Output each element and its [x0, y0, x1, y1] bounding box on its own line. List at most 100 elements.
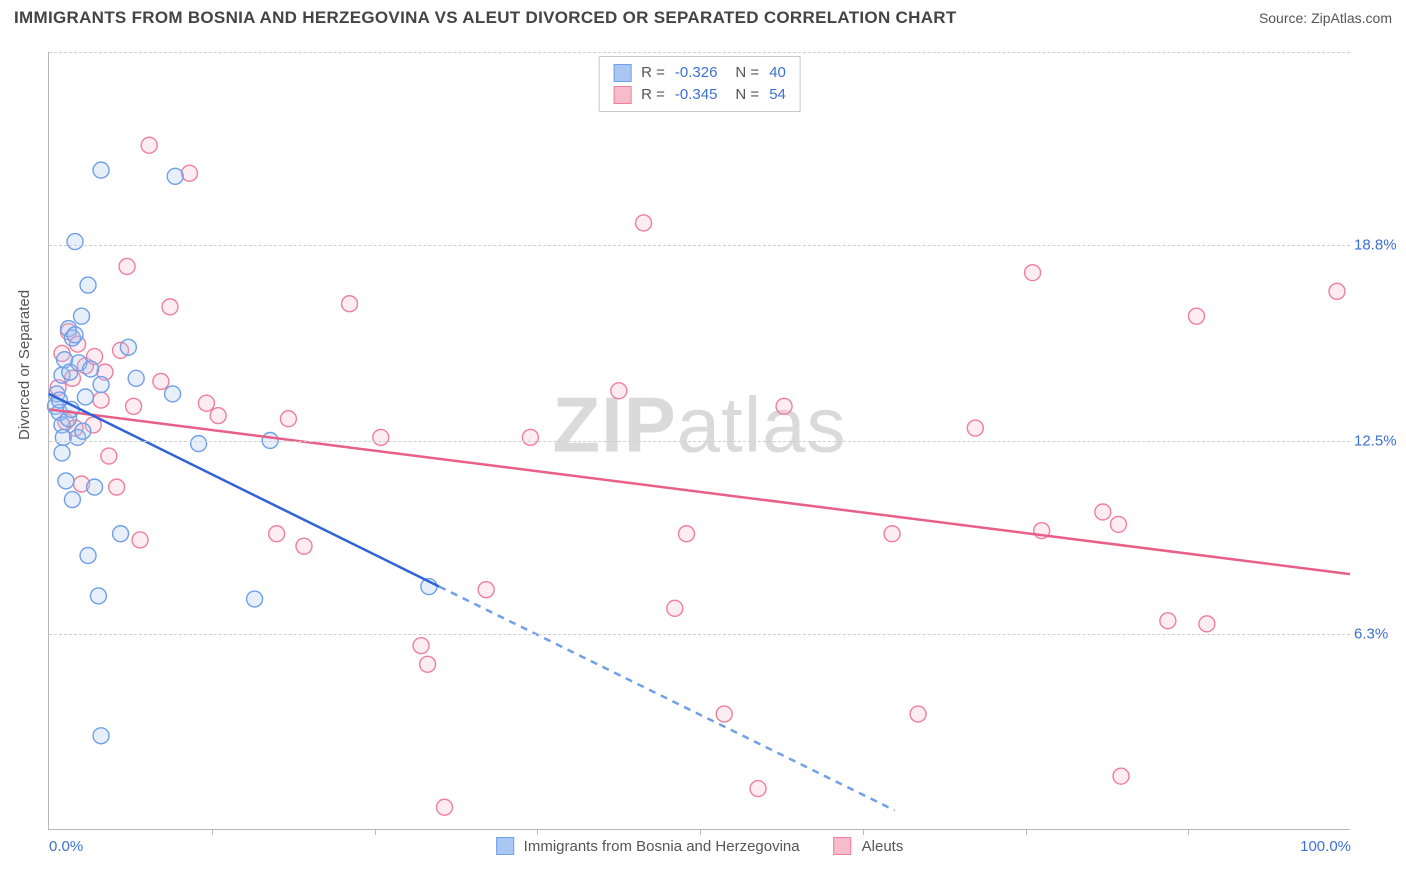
swatch-bosnia — [496, 837, 514, 855]
data-point-aleuts — [132, 532, 148, 548]
data-point-aleuts — [750, 781, 766, 797]
data-point-bosnia — [58, 473, 74, 489]
grid-line — [49, 441, 1350, 442]
stats-legend: R = -0.326 N = 40 R = -0.345 N = 54 — [598, 56, 801, 112]
data-point-aleuts — [478, 582, 494, 598]
data-point-aleuts — [153, 373, 169, 389]
swatch-bosnia — [613, 64, 631, 82]
data-point-aleuts — [967, 420, 983, 436]
stat-n-value-aleuts: 54 — [769, 84, 786, 106]
data-point-bosnia — [83, 361, 99, 377]
trend-line — [49, 394, 439, 587]
data-point-bosnia — [93, 728, 109, 744]
data-point-bosnia — [67, 234, 83, 250]
x-tick — [212, 829, 213, 835]
data-point-bosnia — [87, 479, 103, 495]
swatch-aleuts — [834, 837, 852, 855]
data-point-aleuts — [373, 429, 389, 445]
y-axis-title: Divorced or Separated — [16, 290, 33, 440]
data-point-bosnia — [80, 548, 96, 564]
grid-line — [49, 245, 1350, 246]
data-point-aleuts — [611, 383, 627, 399]
data-point-bosnia — [80, 277, 96, 293]
source-text: Source: ZipAtlas.com — [1259, 10, 1392, 26]
header-bar: IMMIGRANTS FROM BOSNIA AND HERZEGOVINA V… — [0, 0, 1406, 34]
data-point-bosnia — [74, 308, 90, 324]
data-point-bosnia — [165, 386, 181, 402]
data-point-aleuts — [1199, 616, 1215, 632]
stat-r-value-bosnia: -0.326 — [675, 62, 718, 84]
data-point-aleuts — [1113, 768, 1129, 784]
data-point-aleuts — [1329, 283, 1345, 299]
data-point-bosnia — [167, 168, 183, 184]
data-point-aleuts — [716, 706, 732, 722]
data-point-aleuts — [93, 392, 109, 408]
data-point-bosnia — [75, 423, 91, 439]
data-point-bosnia — [113, 526, 129, 542]
data-point-bosnia — [120, 339, 136, 355]
chart-title: IMMIGRANTS FROM BOSNIA AND HERZEGOVINA V… — [14, 8, 957, 28]
data-point-aleuts — [522, 429, 538, 445]
data-point-aleuts — [1110, 516, 1126, 532]
y-tick-label: 6.3% — [1354, 625, 1402, 642]
data-point-aleuts — [198, 395, 214, 411]
stats-row-bosnia: R = -0.326 N = 40 — [613, 62, 786, 84]
data-point-aleuts — [126, 398, 142, 414]
grid-line — [49, 52, 1350, 53]
plot-area: ZIPatlas R = -0.326 N = 40 R = -0.345 N … — [48, 52, 1350, 830]
data-point-aleuts — [776, 398, 792, 414]
data-point-bosnia — [77, 389, 93, 405]
data-point-bosnia — [191, 436, 207, 452]
data-point-aleuts — [296, 538, 312, 554]
stat-r-label: R = — [641, 84, 665, 106]
stat-n-label: N = — [735, 84, 759, 106]
data-point-aleuts — [269, 526, 285, 542]
y-tick-label: 18.8% — [1354, 236, 1402, 253]
data-point-bosnia — [55, 429, 71, 445]
x-tick-label: 100.0% — [1300, 838, 1351, 855]
data-point-bosnia — [93, 162, 109, 178]
stat-n-value-bosnia: 40 — [769, 62, 786, 84]
stat-r-label: R = — [641, 62, 665, 84]
data-point-aleuts — [884, 526, 900, 542]
stat-r-value-aleuts: -0.345 — [675, 84, 718, 106]
data-point-aleuts — [162, 299, 178, 315]
stats-row-aleuts: R = -0.345 N = 54 — [613, 84, 786, 106]
legend-label-bosnia: Immigrants from Bosnia and Herzegovina — [524, 838, 800, 855]
data-point-bosnia — [128, 370, 144, 386]
data-point-aleuts — [437, 799, 453, 815]
x-tick — [700, 829, 701, 835]
x-tick — [863, 829, 864, 835]
bottom-legend: Immigrants from Bosnia and Herzegovina A… — [490, 837, 910, 855]
data-point-bosnia — [64, 492, 80, 508]
data-point-aleuts — [1025, 265, 1041, 281]
data-point-aleuts — [636, 215, 652, 231]
data-point-aleuts — [280, 411, 296, 427]
data-point-aleuts — [420, 656, 436, 672]
data-point-aleuts — [667, 600, 683, 616]
data-point-aleuts — [210, 408, 226, 424]
data-point-aleuts — [109, 479, 125, 495]
stat-n-label: N = — [735, 62, 759, 84]
grid-line — [49, 634, 1350, 635]
legend-label-aleuts: Aleuts — [862, 838, 904, 855]
data-point-aleuts — [1160, 613, 1176, 629]
x-tick — [1026, 829, 1027, 835]
trend-line — [49, 409, 1350, 574]
x-tick — [537, 829, 538, 835]
x-tick — [1188, 829, 1189, 835]
trend-line — [439, 587, 894, 811]
data-point-aleuts — [119, 258, 135, 274]
data-point-aleuts — [342, 296, 358, 312]
data-point-aleuts — [141, 137, 157, 153]
data-point-bosnia — [67, 327, 83, 343]
data-point-aleuts — [1095, 504, 1111, 520]
x-tick-label: 0.0% — [49, 838, 83, 855]
data-point-bosnia — [247, 591, 263, 607]
data-point-bosnia — [93, 377, 109, 393]
data-point-aleuts — [678, 526, 694, 542]
data-point-aleuts — [910, 706, 926, 722]
data-point-aleuts — [101, 448, 117, 464]
swatch-aleuts — [613, 86, 631, 104]
x-tick — [375, 829, 376, 835]
